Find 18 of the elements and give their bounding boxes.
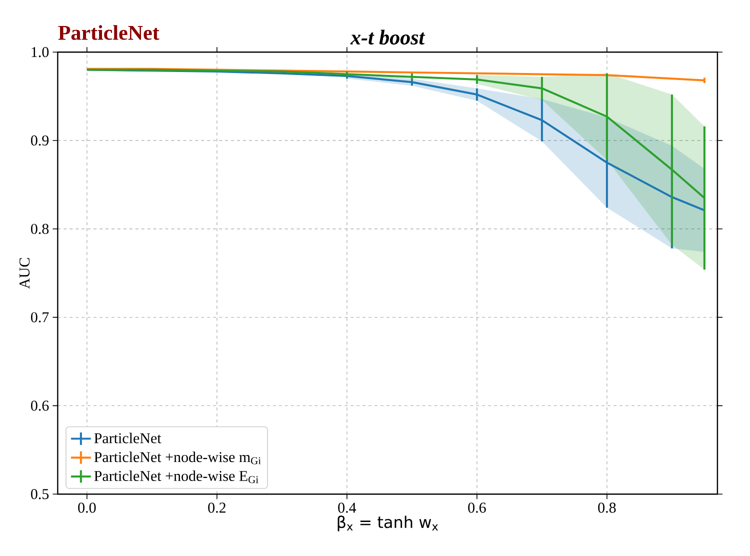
- y-tick-label: 0.9: [31, 135, 49, 146]
- y-tick-label: 0.5: [31, 489, 49, 500]
- x-tick-label: 0.6: [468, 502, 486, 513]
- x-axis-title: β$_{x}$ = tanh w$_{x}$: [338, 516, 438, 532]
- legend-label: ParticleNet +node-wise E$_{Gi}$: [94, 470, 258, 484]
- legend-label: ParticleNet: [94, 432, 162, 444]
- x-tick-label: 0.4: [338, 502, 356, 513]
- legend-label: ParticleNet +node-wise m$_{Gi}$: [94, 452, 261, 464]
- y-tick-label: 0.8: [31, 224, 49, 234]
- x-tick-label: 0.2: [208, 502, 226, 513]
- chart-title: x-t boost: [350, 30, 426, 45]
- y-tick-label: 1.0: [32, 47, 49, 58]
- y-axis-title: AUC: [20, 258, 30, 289]
- y-tick-label: 0.7: [31, 312, 49, 322]
- x-tick-label: 0.0: [78, 502, 96, 513]
- x-tick-label: 0.8: [598, 502, 616, 513]
- text: ParticleNet: [58, 25, 160, 40]
- y-tick-label: 0.6: [31, 400, 49, 411]
